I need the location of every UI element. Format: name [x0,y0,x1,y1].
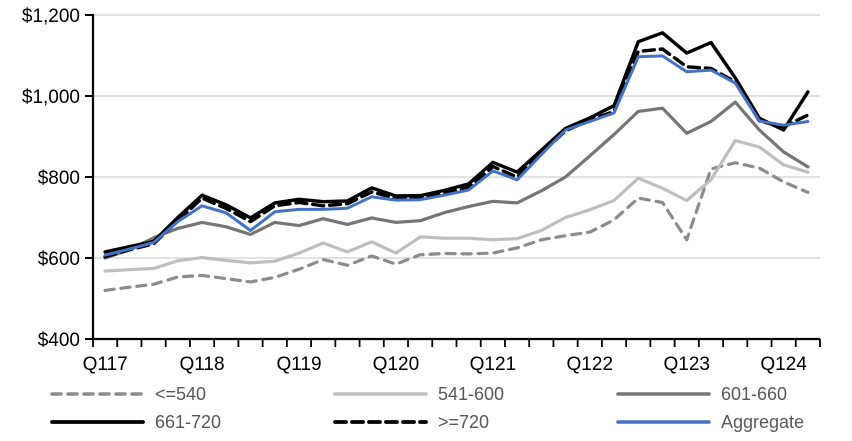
x-tick-label-Q124: Q124 [760,354,807,375]
x-tick-label-Q120: Q120 [373,354,419,375]
legend-item-le540: <=540 [0,380,283,408]
y-tick-label-600: $600 [38,249,80,270]
chart-legend: <=540 541-600 601-660 661-720 >=720 Aggr… [0,380,852,436]
series-line-601-660 [103,100,810,260]
series-line-661-720 [103,31,810,254]
x-tick-label-Q121: Q121 [470,354,516,375]
series-line-541-600 [103,139,810,273]
legend-swatch-le540 [50,390,145,398]
x-tick-label-Q122: Q122 [567,354,613,375]
series-line-le540 [103,161,810,292]
legend-label-ge720: >=720 [438,411,490,432]
y-tick-label-1200: $1,200 [22,6,80,27]
series-line-ge720 [103,47,810,259]
legend-item-601-660: 601-660 [566,380,852,408]
legend-label-aggregate: Aggregate [721,411,805,432]
x-tick-label-Q118: Q118 [180,354,225,375]
legend-label-601-660: 601-660 [721,383,788,404]
legend-label-le540: <=540 [155,383,207,404]
legend-item-541-600: 541-600 [283,380,566,408]
y-tick-label-800: $800 [38,168,80,189]
legend-swatch-541-600 [333,390,428,398]
legend-item-ge720: >=720 [283,408,566,436]
x-tick-label-Q119: Q119 [276,354,321,375]
x-tick-label-Q123: Q123 [663,354,709,375]
chart-canvas: $400 $600 $800 $1,000 $1,200 Q117 Q118 Q119 Q120… [22,6,821,375]
legend-label-541-600: 541-600 [438,383,505,404]
legend-swatch-ge720 [333,418,428,426]
legend-swatch-661-720 [50,418,145,426]
legend-swatch-601-660 [616,390,711,398]
y-tick-label-1000: $1,000 [22,87,80,108]
x-tick-label-Q117: Q117 [83,354,128,375]
legend-item-661-720: 661-720 [0,408,283,436]
legend-item-aggregate: Aggregate [566,408,852,436]
legend-label-661-720: 661-720 [155,411,222,432]
legend-swatch-aggregate [616,418,711,426]
series-line-aggregate [103,54,810,257]
y-tick-label-400: $400 [38,330,80,351]
